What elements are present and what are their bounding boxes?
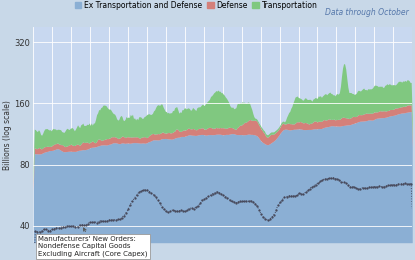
Legend: Ex Transportation and Defense, Defense, Transportation: Ex Transportation and Defense, Defense, … xyxy=(75,1,318,10)
Text: Manufacturers' New Orders:
Nondefense Capital Goods
Excluding Aircraft (Core Cap: Manufacturers' New Orders: Nondefense Ca… xyxy=(39,228,148,257)
Y-axis label: Billions (log scale): Billions (log scale) xyxy=(3,100,12,170)
Text: Data through October: Data through October xyxy=(325,8,408,17)
